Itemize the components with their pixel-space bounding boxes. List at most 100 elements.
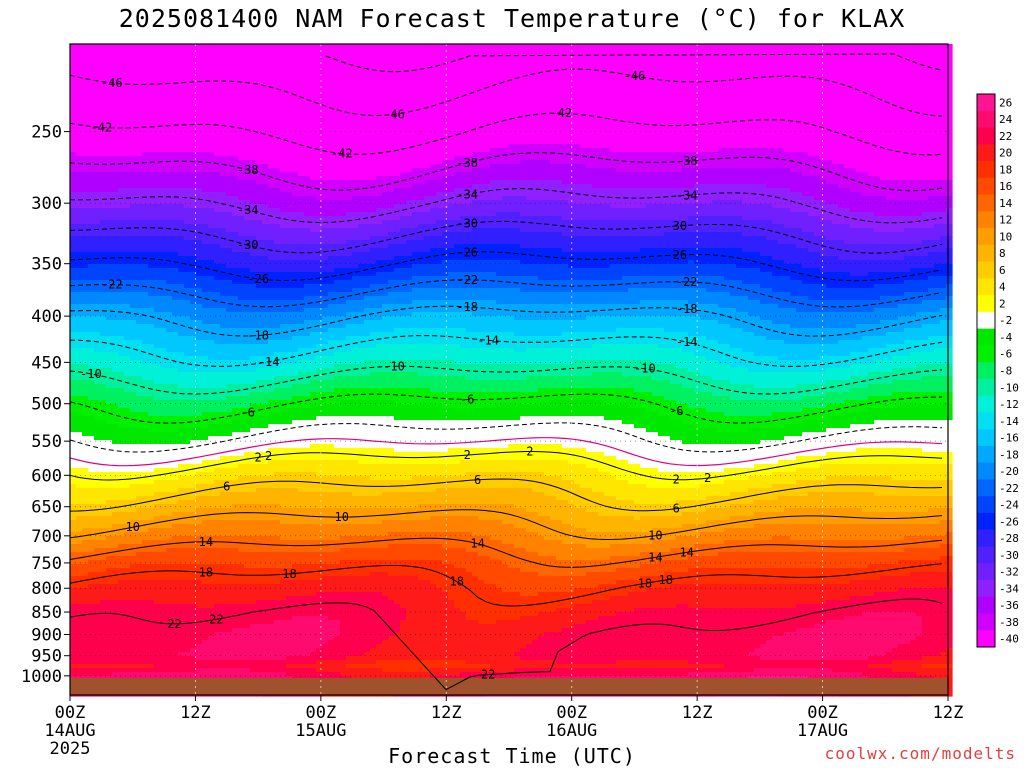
y-tick-label: 750 [31,554,62,574]
contour-label: -10 [383,359,405,373]
y-tick-label: 800 [31,579,62,599]
x-tick-date: 14AUG [44,721,95,741]
contour-label: -14 [477,333,499,347]
colorbar-swatch [977,329,995,346]
colorbar-swatch [977,161,995,178]
colorbar-label: -40 [999,633,1019,646]
contour-label: -6 [669,404,683,418]
colorbar-label: 16 [999,180,1012,193]
colorbar-swatch [977,245,995,262]
colorbar-label: 14 [999,197,1013,210]
colorbar-swatch [977,446,995,463]
colorbar-label: -22 [999,482,1019,495]
contour-label: -18 [456,300,478,314]
x-tick-label: 12Z [933,703,964,723]
y-tick-label: 900 [31,625,62,645]
colorbar-label: 8 [999,247,1006,260]
x-tick-label: 12Z [180,703,211,723]
colorbar-swatch [977,379,995,396]
y-tick-label: 550 [31,432,62,452]
colorbar-swatch [977,312,995,329]
y-tick-label: 350 [31,255,62,275]
y-tick-label: 250 [31,123,62,143]
contour-label: -22 [101,278,123,292]
colorbar-label: -34 [999,582,1019,595]
colorbar: 2624222018161412108642-2-4-6-8-10-12-14-… [977,94,1019,648]
colorbar-label: -32 [999,566,1019,579]
contour-label: -34 [456,187,478,201]
contour-label: 2 [464,448,471,462]
colorbar-label: -18 [999,448,1019,461]
colorbar-swatch [977,513,995,530]
colorbar-swatch [977,262,995,279]
ground-strip [70,678,948,695]
colorbar-label: -20 [999,465,1019,478]
colorbar-swatch [977,412,995,429]
contour-label: -30 [237,238,259,252]
contour-label: -26 [456,245,478,259]
contour-label: -42 [91,120,113,134]
colorbar-label: 24 [999,113,1013,126]
contour-label: 2 [704,471,711,485]
colorbar-swatch [977,597,995,614]
colorbar-swatch [977,613,995,630]
contour-label: -26 [665,248,687,262]
colorbar-label: 10 [999,230,1012,243]
contour-label: -34 [237,203,259,217]
colorbar-label: -36 [999,599,1019,612]
contour-label: -10 [80,367,102,381]
colorbar-swatch [977,345,995,362]
contour-label: -38 [237,163,259,177]
colorbar-label: 12 [999,214,1012,227]
contour-label: 6 [474,473,481,487]
y-axis: 2503003504004505005506006507007508008509… [21,123,70,687]
contour-label: 18 [638,576,652,590]
colorbar-swatch [977,479,995,496]
colorbar-swatch [977,94,995,111]
colorbar-swatch [977,228,995,245]
colorbar-label: -10 [999,381,1019,394]
contour-label: -42 [331,147,353,161]
colorbar-swatch [977,530,995,547]
contour-label: -46 [101,76,123,90]
contour-label: 6 [673,502,680,516]
contour-label: -34 [676,188,698,202]
contour-label: 2 [265,449,272,463]
colorbar-swatch [977,630,995,647]
colorbar-swatch [977,429,995,446]
contour-label: -6 [460,393,474,407]
colorbar-label: 22 [999,130,1012,143]
colorbar-swatch [977,278,995,295]
x-tick-label: 00Z [556,703,587,723]
colorbar-label: -8 [999,365,1012,378]
colorbar-swatch [977,128,995,145]
colorbar-label: 20 [999,147,1012,160]
contour-label: 22 [167,617,181,631]
contour-label: -14 [676,335,698,349]
colorbar-swatch [977,362,995,379]
contour-label: 2 [255,450,262,464]
y-tick-label: 950 [31,647,62,667]
contour-label: 18 [199,566,213,580]
y-tick-label: 1000 [21,667,62,687]
contour-label: -42 [550,106,572,120]
x-tick-label: 00Z [807,703,838,723]
x-tick-label: 00Z [55,703,86,723]
colorbar-label: 6 [999,264,1006,277]
colorbar-label: -14 [999,415,1019,428]
contour-label: 10 [125,520,139,534]
y-tick-label: 300 [31,194,62,214]
contour-label: 22 [481,668,495,682]
colorbar-swatch [977,195,995,212]
temperature-field [70,44,953,697]
colorbar-swatch [977,546,995,563]
contour-label: -18 [247,329,269,343]
colorbar-label: 26 [999,96,1012,109]
y-tick-label: 600 [31,466,62,486]
contour-label: 18 [282,567,296,581]
y-tick-label: 500 [31,395,62,415]
contour-label: 18 [450,574,464,588]
colorbar-label: -30 [999,549,1019,562]
x-tick-date: 17AUG [797,721,848,741]
